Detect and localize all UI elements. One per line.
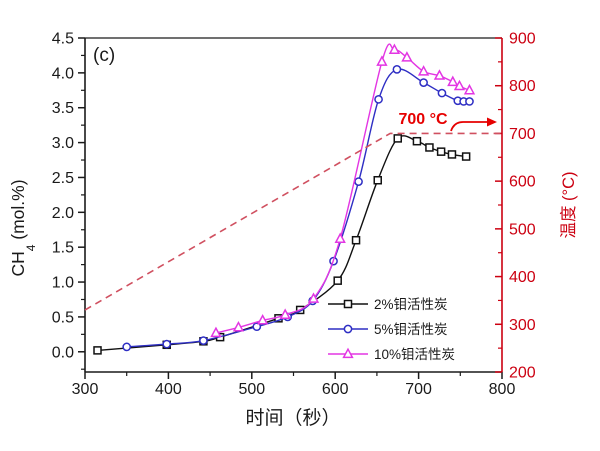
y-left-tick-label: 2.0	[52, 205, 74, 222]
circle-marker-icon	[252, 322, 262, 332]
triangle-marker-icon	[256, 314, 269, 325]
circle-marker-icon	[465, 97, 474, 106]
circle-marker-icon	[354, 177, 363, 186]
triangle-marker-icon	[334, 232, 346, 243]
triangle-marker-icon	[401, 51, 413, 62]
circle-marker-icon	[162, 339, 172, 349]
square-marker-icon	[93, 346, 102, 355]
y-right-tick-label: 800	[509, 78, 536, 95]
x-axis-title: 时间（秒）	[245, 407, 340, 429]
circle-marker-icon	[374, 95, 383, 104]
square-marker-icon	[436, 147, 446, 156]
y-right-tick-label: 500	[509, 221, 536, 238]
temperature-annotation: 700 °C	[398, 111, 497, 132]
y-left-tick-label: 3.0	[52, 135, 74, 152]
square-marker-icon	[343, 299, 353, 309]
square-marker-icon	[461, 152, 471, 161]
square-marker-icon	[412, 136, 422, 146]
square-marker-icon	[393, 134, 402, 143]
square-marker-icon	[333, 276, 342, 285]
y-right-tick-label: 900	[509, 31, 536, 48]
triangle-marker-icon	[453, 79, 466, 91]
y-left-axis-ticks: 0.0 0.5 1.0 1.5 2.0 2.5 3.0 3.5 4.0 4.5	[52, 31, 85, 370]
legend-item-0: 2%钼活性炭	[328, 297, 448, 312]
circle-marker-icon	[392, 65, 402, 74]
x-tick-label: 600	[322, 381, 349, 398]
y-right-tick-label: 400	[509, 269, 536, 286]
x-tick-label: 400	[155, 381, 182, 398]
triangle-marker-icon	[232, 320, 245, 332]
y-left-tick-label: 4.0	[52, 65, 74, 82]
annotation-arrow-line	[450, 121, 487, 132]
data-series	[84, 43, 502, 355]
y-right-tick-label: 700	[509, 126, 536, 143]
y-left-tick-label: 4.5	[52, 31, 74, 48]
triangle-marker-icon	[447, 75, 459, 87]
y-left-tick-label: 0.5	[52, 309, 74, 326]
y-right-tick-label: 300	[509, 317, 536, 334]
y-left-tick-label: 3.5	[52, 100, 74, 117]
triangle-marker-icon	[279, 308, 291, 319]
y-left-tick-label: 1.0	[52, 275, 74, 292]
triangle-marker-icon	[388, 43, 401, 55]
y-right-axis-title: 温度 (°C)	[559, 171, 578, 238]
triangle-marker-icon	[210, 326, 222, 338]
square-marker-icon	[447, 150, 457, 159]
series-line-3	[84, 132, 502, 311]
triangle-marker-icon	[376, 55, 388, 66]
legend-item-1: 5%钼活性炭	[328, 322, 448, 337]
y-right-axis-ticks: 200 300 400 500 600 700 800 900	[495, 31, 536, 382]
x-tick-label: 700	[405, 381, 432, 398]
y-left-tick-label: 1.5	[52, 240, 74, 257]
legend: 2%钼活性炭 5%钼活性炭 10%钼活性炭	[328, 297, 455, 362]
x-tick-label: 500	[238, 381, 265, 398]
series-markers-2	[210, 43, 476, 338]
x-tick-label: 300	[72, 381, 99, 398]
legend-label: 5%钼活性炭	[374, 322, 448, 337]
square-marker-icon	[351, 235, 361, 245]
square-marker-icon	[373, 175, 382, 185]
triangle-marker-icon	[307, 292, 320, 303]
legend-label: 2%钼活性炭	[374, 297, 448, 312]
y-left-axis-title: CH4 (mol.%)	[8, 179, 38, 276]
panel-label: (c)	[93, 45, 115, 66]
square-marker-icon	[425, 143, 434, 152]
circle-marker-icon	[122, 342, 132, 352]
x-axis-ticks: 300 400 500 600 700 800	[72, 372, 516, 398]
x-tick-label: 800	[489, 381, 516, 398]
y-left-tick-label: 2.5	[52, 170, 74, 187]
circle-marker-icon	[199, 336, 208, 345]
legend-label: 10%钼活性炭	[374, 347, 455, 362]
triangle-marker-icon	[463, 83, 476, 95]
triangle-marker-icon	[342, 347, 354, 359]
series-markers-1	[122, 65, 474, 352]
circle-marker-icon	[419, 78, 428, 87]
circle-marker-icon	[343, 324, 353, 334]
circle-marker-icon	[437, 88, 447, 98]
triangle-marker-icon	[417, 65, 430, 76]
annotation-arrow-head-icon	[487, 117, 497, 127]
legend-item-2: 10%钼活性炭	[328, 347, 455, 362]
y-left-tick-label: 0.0	[52, 344, 74, 361]
y-right-tick-label: 200	[509, 365, 536, 382]
triangle-marker-icon	[433, 69, 446, 80]
y-right-tick-label: 600	[509, 174, 536, 191]
annotation-700c-label: 700 °C	[398, 111, 448, 128]
